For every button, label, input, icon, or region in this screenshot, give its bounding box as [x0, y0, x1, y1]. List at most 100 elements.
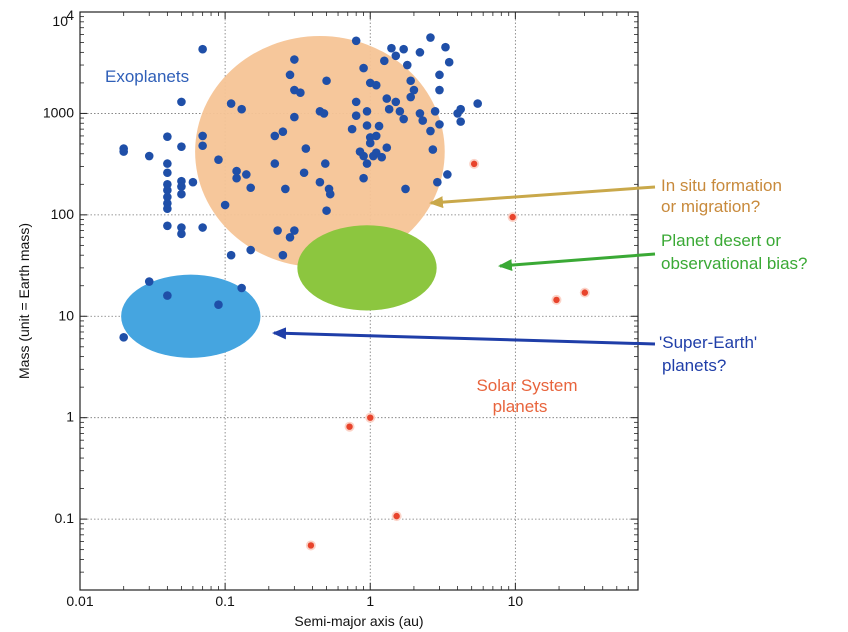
exoplanet-point [359, 173, 368, 183]
exoplanet-point [177, 189, 186, 199]
exoplanet-point [301, 144, 311, 153]
exoplanet-point [406, 92, 415, 102]
exoplanet-point [415, 109, 425, 118]
exoplanet-point [270, 131, 280, 141]
solar-system-point [553, 296, 560, 304]
exoplanet-point [285, 70, 295, 80]
annotation-planet-desert: Planet desert or observational bias? [661, 231, 807, 273]
exoplanet-point [163, 291, 172, 300]
solar-system-point [581, 289, 589, 296]
exoplanet-point [296, 88, 305, 98]
exoplanet-point [220, 200, 230, 210]
x-axis-ticks: 0.01 0.1 1 10 [66, 12, 639, 609]
exoplanet-point [433, 177, 442, 187]
exoplanet-point [426, 33, 435, 42]
arrow-in-situ [429, 185, 656, 209]
highlight-regions [121, 36, 445, 358]
exoplanet-point [278, 127, 288, 137]
exoplanet-point [401, 184, 410, 194]
exoplanet-point [144, 277, 154, 286]
exoplanet-point [144, 151, 154, 161]
exoplanet-point [426, 126, 435, 136]
exoplanet-point [163, 192, 172, 202]
exoplanet-point [351, 111, 361, 120]
exoplanet-point [415, 48, 425, 57]
x-tick-label: 0.01 [66, 593, 93, 609]
solar-system-point [470, 160, 478, 168]
exoplanet-point [278, 250, 288, 260]
x-tick-label: 10 [508, 593, 524, 609]
exoplanet-point [119, 147, 128, 156]
exoplanet-point [163, 180, 172, 189]
solar-system-point [393, 512, 400, 520]
exoplanet-point [371, 131, 381, 141]
y-tick-label: 1000 [43, 104, 74, 120]
svg-text:In situ formation: In situ formation [661, 176, 782, 195]
exoplanet-point [359, 151, 368, 161]
exoplanet-point [163, 221, 172, 231]
exoplanet-point [246, 183, 255, 193]
y-tick-label: 0.1 [55, 510, 75, 526]
exoplanet-point [214, 300, 223, 310]
exoplanet-point [232, 173, 241, 183]
exoplanet-point [359, 63, 368, 73]
exoplanet-point [320, 159, 330, 168]
svg-text:planets?: planets? [662, 356, 726, 375]
exoplanet-point [435, 120, 444, 129]
y-axis-label: Mass (unit = Earth mass) [16, 223, 32, 379]
exoplanet-point [246, 245, 255, 255]
annotation-solar-system: Solar System planets [476, 376, 577, 416]
exoplanet-point [430, 106, 440, 116]
annotation-super-earth: 'Super-Earth' planets? [659, 333, 757, 375]
exoplanet-point [163, 159, 172, 168]
svg-text:planets: planets [493, 397, 548, 416]
svg-text:Planet desert or: Planet desert or [661, 231, 781, 250]
x-tick-label: 0.1 [215, 593, 235, 609]
exoplanet-point [406, 76, 415, 86]
svg-text:observational bias?: observational bias? [661, 254, 807, 273]
y-tick-label: 1 [66, 409, 74, 425]
y-tick-superscript: 4 [66, 7, 74, 23]
exoplanet-point [188, 177, 198, 187]
exoplanet-point [319, 109, 329, 118]
exoplanet-point [285, 233, 295, 242]
exoplanet-point [232, 166, 241, 176]
exoplanet-point [163, 168, 172, 178]
exoplanet-point [322, 76, 331, 86]
exoplanet-point [382, 143, 392, 152]
exoplanet-point [177, 229, 186, 239]
exoplanet-point [435, 85, 444, 95]
exoplanet-point [290, 55, 299, 64]
exoplanet-point [226, 99, 236, 108]
exoplanet-point [395, 106, 405, 116]
exoplanet-point [444, 57, 454, 67]
exoplanet-point [315, 177, 325, 187]
exoplanet-point [237, 283, 246, 293]
exoplanet-point [226, 250, 236, 260]
exoplanet-point [365, 138, 375, 148]
exoplanet-point [391, 51, 401, 61]
exoplanet-point [299, 168, 309, 178]
exoplanet-point [443, 170, 452, 179]
exoplanet-point [402, 60, 412, 70]
solar-system-point [307, 542, 315, 549]
exoplanet-point [237, 104, 246, 114]
exoplanet-point [399, 114, 408, 124]
exoplanet-point [290, 226, 299, 235]
exoplanet-point [351, 97, 361, 107]
exoplanet-point [387, 43, 396, 53]
exoplanet-point [473, 99, 482, 108]
annotation-in-situ: In situ formation or migration? [661, 176, 782, 216]
exoplanets-region-label: Exoplanets [105, 67, 189, 86]
exoplanet-point [362, 159, 372, 168]
exoplanet-point [380, 56, 389, 66]
exoplanet-point [409, 85, 419, 95]
exoplanet-point [435, 70, 444, 80]
y-tick-label: 10 [58, 307, 74, 323]
exoplanet-point [281, 184, 290, 194]
exoplanet-point [428, 145, 438, 154]
exoplanet-point [418, 116, 428, 125]
exoplanet-point [163, 132, 172, 141]
